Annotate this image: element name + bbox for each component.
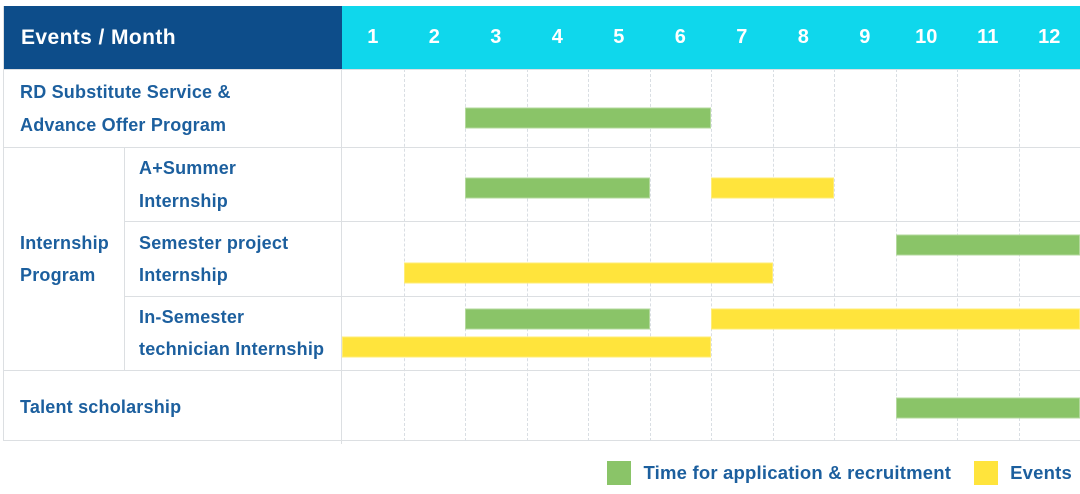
- month-header-9: 9: [859, 26, 871, 48]
- month-header-8: 8: [797, 26, 809, 48]
- month-header-10: 10: [915, 26, 938, 48]
- month-header-3: 3: [490, 26, 502, 48]
- month-header-2: 2: [428, 26, 440, 48]
- month-header-6: 6: [674, 26, 686, 48]
- legend-events-label: Events: [1010, 462, 1072, 483]
- application-bar: [465, 177, 650, 199]
- legend-events-swatch: [974, 461, 999, 485]
- month-header-4: 4: [551, 26, 563, 48]
- header-events-month-cell: Events / Month: [4, 6, 342, 69]
- bar-area: [342, 371, 1080, 444]
- month-header-11: 11: [977, 26, 999, 48]
- events-month-table: Events / Month 1 2 3 4 5 6 7 8 9 10 11 12 RD Substi…: [3, 6, 1080, 444]
- month-header-7: 7: [736, 26, 748, 48]
- month-gridline: [649, 69, 651, 441]
- legend-application-label: Time for application & recruitment: [643, 462, 952, 483]
- application-bar: [895, 234, 1080, 256]
- application-bar: [895, 397, 1080, 418]
- bar-area: [342, 297, 1080, 370]
- application-bar: [465, 107, 711, 129]
- event-bar: [711, 308, 1080, 330]
- table-row: Semester project Internship: [125, 221, 1080, 296]
- month-gridline: [711, 69, 712, 441]
- table-row: In-Semester technician Internship: [125, 295, 1080, 370]
- row-label: Talent scholarship: [4, 371, 342, 444]
- row-group-internship-program: Internship Program A+Summer Internship Sem…: [4, 147, 1080, 370]
- group-subrows: A+Summer Internship Semester project Inte…: [125, 148, 1080, 370]
- row-label: In-Semester technician Internship: [125, 296, 342, 370]
- legend-application-swatch: [607, 461, 632, 485]
- row-label: RD Substitute Service & Advance Offer Pr…: [4, 70, 342, 147]
- legend: Time for application & recruitment Event…: [607, 458, 1072, 488]
- month-header-1: 1: [367, 26, 379, 48]
- bar-area: [342, 148, 1080, 221]
- table-header: Events / Month 1 2 3 4 5 6 7 8 9 10 11 12: [4, 6, 1080, 69]
- month-gridline: [588, 69, 589, 441]
- row-label: A+Summer Internship: [125, 148, 342, 222]
- month-header-5: 5: [613, 26, 625, 48]
- month-gridline: [465, 69, 466, 441]
- table-body: RD Substitute Service & Advance Offer Pr…: [4, 69, 1080, 444]
- event-bar: [403, 262, 773, 284]
- month-header-12: 12: [1038, 26, 1061, 48]
- month-gridline: [772, 69, 774, 441]
- table-row: RD Substitute Service & Advance Offer Pr…: [4, 69, 1080, 147]
- month-header-row: 1 2 3 4 5 6 7 8 9 10 11 12: [342, 6, 1080, 69]
- group-label-internship-program: Internship Program: [4, 148, 125, 370]
- row-label: Semester project Internship: [125, 222, 342, 296]
- month-gridline: [834, 69, 835, 441]
- event-bar: [342, 336, 711, 358]
- bar-area: [342, 222, 1080, 295]
- event-bar: [711, 177, 834, 199]
- month-gridline: [403, 69, 405, 441]
- table-row: Talent scholarship: [4, 370, 1080, 444]
- month-gridline: [526, 69, 528, 441]
- application-bar: [465, 308, 650, 330]
- table-row: A+Summer Internship: [125, 148, 1080, 222]
- bar-area: [342, 70, 1080, 147]
